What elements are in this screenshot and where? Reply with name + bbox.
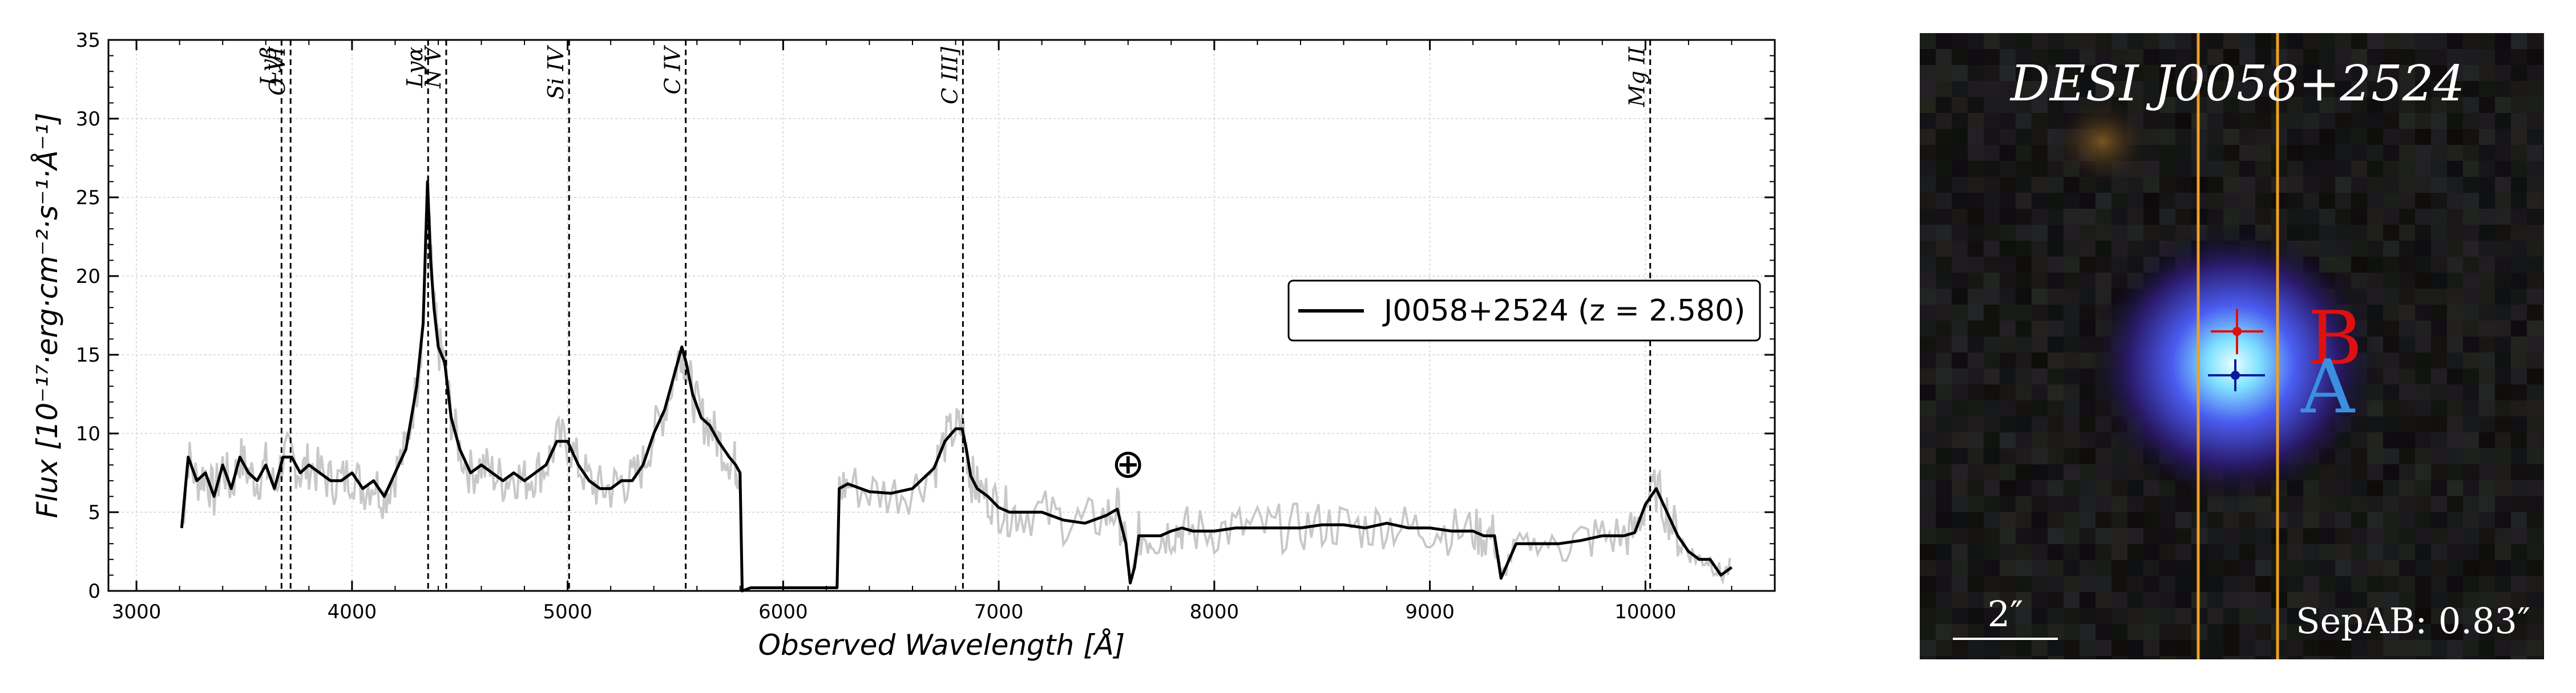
x-tick-label: 6000 (758, 601, 808, 623)
spectrum-raw-line (180, 175, 1731, 593)
y-tick-label: 10 (76, 423, 100, 445)
image-cutout: B A DESI J0058+2524 2″ SepAB: 0.83″ (1920, 33, 2544, 659)
plot-frame (107, 39, 1776, 592)
x-tick-label: 7000 (974, 601, 1024, 623)
x-tick-label: 3000 (112, 601, 161, 623)
component-b-label: B (2308, 295, 2363, 382)
separation-label: SepAB: 0.83″ (2296, 600, 2530, 642)
emission-line-label: O VI (265, 46, 290, 96)
spectrum-line (180, 180, 1733, 593)
emission-line-label: Mg II (1625, 46, 1650, 107)
legend-label: J0058+2524 (z = 2.580) (1382, 294, 1745, 328)
emission-line-label: N V (421, 44, 446, 88)
quasar-glow (2088, 224, 2379, 504)
y-tick-label: 35 (76, 29, 100, 52)
y-tick-label: 15 (76, 344, 100, 367)
x-tick-label: 4000 (328, 601, 377, 623)
telluric-marker: ⊕ (1111, 440, 1145, 487)
x-tick-label: 8000 (1190, 601, 1239, 623)
cutout-image: B A DESI J0058+2524 2″ SepAB: 0.83″ (1920, 33, 2544, 659)
emission-line-label: C IV (660, 44, 685, 94)
neighbor-galaxy (2051, 96, 2154, 187)
y-tick-label: 20 (76, 265, 100, 288)
legend-box (1287, 279, 1761, 342)
component-a-marker (2208, 359, 2265, 391)
y-tick-label: 0 (88, 580, 100, 603)
emission-line-label: C III] (937, 47, 962, 104)
y-tick-label: 30 (76, 108, 100, 131)
y-tick-label: 25 (76, 187, 100, 209)
emission-line-label: Lyβ (256, 47, 281, 86)
cutout-title: DESI J0058+2524 (2009, 55, 2465, 112)
axis-ticks: 3000 4000 5000 6000 7000 8000 9000 10000 0 5 10 15 2… (76, 29, 1775, 623)
x-tick-label: 9000 (1405, 601, 1455, 623)
scale-bar-label: 2″ (1988, 593, 2024, 635)
y-tick-label: 5 (88, 501, 100, 524)
emission-line-label: Lyα (402, 47, 427, 88)
x-tick-label: 10000 (1614, 601, 1676, 623)
component-b-marker (2211, 309, 2263, 354)
y-axis-label: Flux [10⁻¹⁷·erg·cm⁻²·s⁻¹·Å⁻¹] (31, 112, 64, 518)
x-tick-label: 5000 (543, 601, 592, 623)
spectrum-data (180, 175, 1733, 593)
x-axis-label: Observed Wavelength [Å] (758, 629, 1125, 662)
emission-line-label: Si IV (543, 44, 568, 99)
component-a-label: A (2300, 343, 2356, 430)
legend: J0058+2524 (z = 2.580) (1287, 279, 1761, 342)
